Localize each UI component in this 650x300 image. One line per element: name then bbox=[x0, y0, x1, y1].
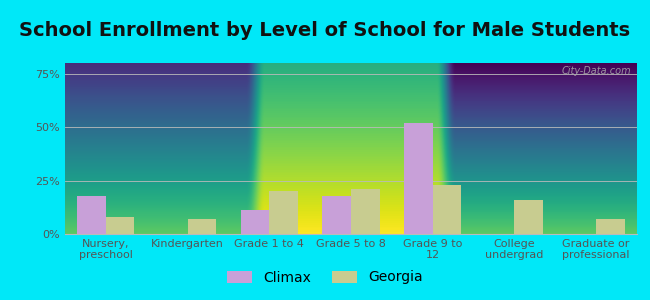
Bar bbox=[433, 185, 462, 234]
Bar bbox=[596, 219, 625, 234]
Bar bbox=[322, 196, 351, 234]
Bar bbox=[106, 217, 135, 234]
Bar bbox=[514, 200, 543, 234]
Bar bbox=[188, 219, 216, 234]
Bar bbox=[351, 189, 380, 234]
Bar bbox=[404, 123, 433, 234]
Legend: Climax, Georgia: Climax, Georgia bbox=[222, 265, 428, 290]
Bar bbox=[240, 211, 269, 234]
Bar bbox=[269, 191, 298, 234]
Text: City-Data.com: City-Data.com bbox=[562, 66, 631, 76]
Text: School Enrollment by Level of School for Male Students: School Enrollment by Level of School for… bbox=[20, 21, 630, 40]
Bar bbox=[77, 196, 106, 234]
